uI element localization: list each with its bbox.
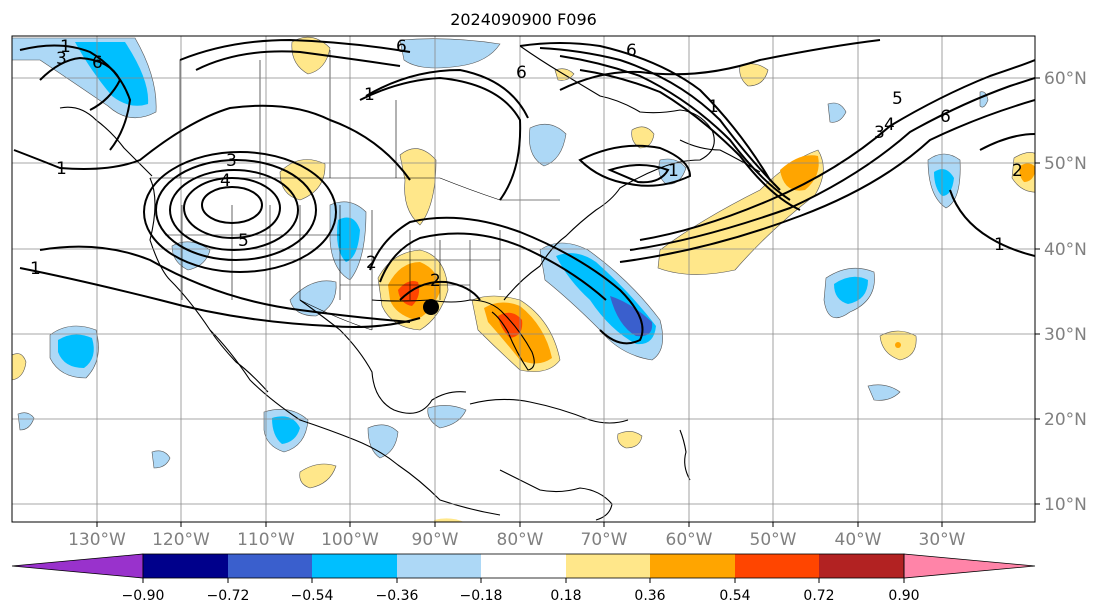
lon-tick-label: 120°W [152, 530, 210, 550]
colorbar-segment [397, 554, 481, 578]
lon-tick-label: 60°W [666, 530, 713, 550]
contour-label: 3 [56, 49, 67, 69]
lon-tick-label: 40°W [835, 530, 882, 550]
positive-anomaly-shading [12, 36, 1035, 522]
lat-tick-label: 20°N [1044, 410, 1087, 430]
contour-label: 1 [994, 235, 1005, 255]
map-border [11, 35, 1036, 523]
contour-label: 3 [874, 123, 885, 143]
contour-label: 3 [226, 151, 237, 171]
lon-tick-label: 50°W [750, 530, 797, 550]
lat-tick-label: 30°N [1044, 325, 1087, 345]
colorbar [11, 553, 1036, 583]
contour-label: 6 [396, 37, 407, 57]
contour-label: 6 [626, 41, 637, 61]
contour-label: 1 [708, 97, 719, 117]
contour-label: 5 [892, 89, 903, 109]
colorbar-segment [566, 554, 650, 578]
colorbar-tick-label: −0.72 [207, 588, 250, 604]
contour-label: 2 [430, 271, 441, 291]
contour-label: 6 [940, 107, 951, 127]
colorbar-segment [481, 554, 566, 578]
lon-tick-label: 130°W [68, 530, 126, 550]
contour-labels: 6 1 2 3 4 5 6 1 1 2 3 4 5 6 1 1 2 1 1 3 … [30, 37, 1023, 291]
lat-tick-label: 40°N [1044, 240, 1087, 260]
colorbar-tick-label: 0.90 [888, 588, 919, 604]
colorbar-segment [819, 554, 904, 578]
contour-label: 2 [366, 253, 377, 273]
colorbar-segment [143, 554, 228, 578]
colorbar-tick-label: 0.72 [803, 588, 834, 604]
lat-tick-label: 50°N [1044, 154, 1087, 174]
lon-tick-label: 80°W [497, 530, 544, 550]
contour-lines [13, 38, 1035, 345]
contour-label: 1 [364, 85, 375, 105]
axis-ticks [96, 77, 1040, 527]
colorbar-extend-max [903, 553, 1036, 579]
lat-tick-label: 10°N [1044, 495, 1087, 515]
lon-tick-label: 30°W [919, 530, 966, 550]
colorbar-tick-label: 0.18 [550, 588, 581, 604]
chart-title: 2024090900 F096 [450, 10, 597, 29]
colorbar-tick-label: −0.90 [122, 588, 165, 604]
colorbar-segment [735, 554, 819, 578]
contour-label: 1 [668, 161, 679, 181]
contour-label: 1 [30, 259, 41, 279]
storm-center-marker [423, 299, 439, 315]
lat-tick-label: 60°N [1044, 69, 1087, 89]
colorbar-segment [228, 554, 312, 578]
lon-tick-label: 70°W [581, 530, 628, 550]
colorbar-segment [312, 554, 397, 578]
contour-label: 5 [238, 231, 249, 251]
colorbar-extend-min [11, 553, 144, 579]
contour-label: 4 [884, 115, 895, 135]
contour-label: 2 [1012, 161, 1023, 181]
lon-tick-label: 110°W [237, 530, 295, 550]
contour-label: 4 [220, 171, 231, 191]
colorbar-tick-label: −0.54 [291, 588, 334, 604]
grid-lines [12, 36, 1035, 522]
colorbar-segment [650, 554, 735, 578]
contour-label: 6 [92, 53, 103, 73]
contour-label: 1 [56, 159, 67, 179]
lon-tick-label: 100°W [321, 530, 379, 550]
colorbar-tick-label: −0.36 [376, 588, 419, 604]
colorbar-tick-label: 0.54 [719, 588, 750, 604]
colorbar-outline [142, 553, 905, 579]
lon-tick-label: 90°W [412, 530, 459, 550]
colorbar-tick-label: 0.36 [634, 588, 665, 604]
contour-label: 1 [60, 37, 71, 57]
contour-label: 6 [516, 63, 527, 83]
colorbar-tick-label: −0.18 [460, 588, 503, 604]
